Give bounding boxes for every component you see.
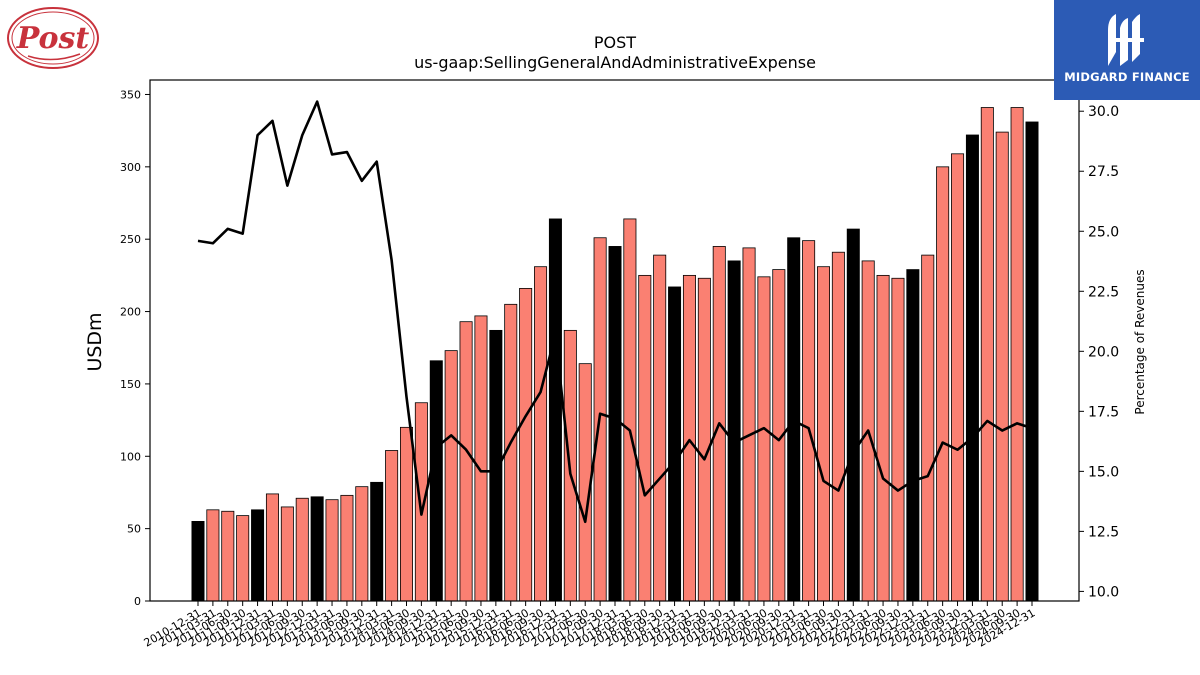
bar-annual — [846, 228, 860, 602]
y2-axis-label: Percentage of Revenues — [1133, 269, 1147, 414]
y2-tick-label: 10.0 — [1088, 584, 1119, 600]
y2-tick-label: 30.0 — [1088, 104, 1119, 120]
bar-quarterly — [891, 277, 905, 602]
bar-quarterly — [682, 274, 696, 602]
bar-quarterly — [936, 166, 950, 602]
y-tick-label: 0 — [134, 595, 141, 608]
bar-quarterly — [638, 274, 652, 602]
y2-tick-label: 12.5 — [1088, 524, 1119, 540]
bar-quarterly — [534, 266, 548, 602]
bar-quarterly — [444, 350, 458, 602]
bar-quarterly — [742, 247, 756, 602]
bar-quarterly — [355, 486, 369, 602]
chart-subtitle: us-gaap:SellingGeneralAndAdministrativeE… — [414, 53, 816, 72]
bar-quarterly — [221, 510, 235, 602]
bar-annual — [608, 246, 622, 602]
line-group — [197, 100, 1033, 524]
bar-quarterly — [414, 402, 428, 602]
y-tick-label: 150 — [120, 378, 141, 391]
bar-quarterly — [474, 315, 488, 602]
bar-annual — [906, 269, 920, 602]
bar-quarterly — [236, 515, 250, 602]
bar-annual — [727, 260, 741, 602]
axes-group: 0 50 100 150 200 250 300 350 10.0 12.5 15.0 17.5 20.… — [120, 79, 1119, 650]
bar-quarterly — [295, 497, 309, 602]
bar-quarterly — [697, 277, 711, 602]
y2-tick-label: 25.0 — [1088, 224, 1119, 240]
bar-annual — [1025, 121, 1039, 602]
midgard-finance-logo: MIDGARD FINANCE — [1054, 0, 1200, 100]
midgard-finance-text: MIDGARD FINANCE — [1064, 70, 1190, 84]
bar-quarterly — [1010, 107, 1024, 602]
bar-quarterly — [459, 321, 473, 602]
post-logo: Post — [7, 7, 99, 69]
y-tick-label: 250 — [120, 233, 141, 246]
bar-annual — [310, 496, 324, 602]
y2-tick-label: 20.0 — [1088, 344, 1119, 360]
bar-annual — [787, 237, 801, 602]
bar-quarterly — [757, 276, 771, 602]
bar-annual — [429, 360, 443, 602]
y-tick-label: 350 — [120, 88, 141, 101]
bar-annual — [251, 509, 265, 602]
y-tick-label: 200 — [120, 306, 141, 319]
bar-quarterly — [653, 254, 667, 602]
bar-quarterly — [399, 426, 413, 602]
post-logo-text: Post — [16, 21, 90, 56]
bar-quarterly — [340, 494, 354, 602]
bar-quarterly — [995, 131, 1009, 602]
y2-tick-label: 22.5 — [1088, 284, 1119, 300]
bar-quarterly — [623, 218, 637, 602]
bar-annual — [965, 134, 979, 602]
bar-quarterly — [951, 153, 965, 602]
bar-quarterly — [325, 499, 339, 602]
bar-quarterly — [876, 274, 890, 602]
y2-tick-label: 27.5 — [1088, 164, 1119, 180]
bar-quarterly — [802, 240, 816, 602]
bar-annual — [668, 286, 682, 602]
y-tick-label: 50 — [127, 523, 141, 536]
bars-group — [191, 107, 1039, 602]
bar-quarterly — [280, 506, 294, 602]
bar-quarterly — [831, 251, 845, 602]
y-tick-label: 300 — [120, 161, 141, 174]
bar-annual — [191, 521, 205, 602]
bar-quarterly — [519, 287, 533, 602]
bar-annual — [548, 218, 562, 602]
bar-quarterly — [817, 266, 831, 602]
bar-quarterly — [921, 254, 935, 602]
y-tick-label: 100 — [120, 450, 141, 463]
y-axis-label: USDm — [84, 312, 106, 371]
bar-annual — [370, 481, 384, 602]
bar-quarterly — [206, 509, 220, 602]
chart-title: POST — [594, 33, 636, 52]
midgard-mark-icon — [1108, 14, 1144, 66]
y2-tick-label: 15.0 — [1088, 464, 1119, 480]
bar-quarterly — [385, 450, 399, 602]
y2-tick-label: 17.5 — [1088, 404, 1119, 420]
bar-quarterly — [265, 493, 279, 602]
bar-quarterly — [980, 107, 994, 602]
